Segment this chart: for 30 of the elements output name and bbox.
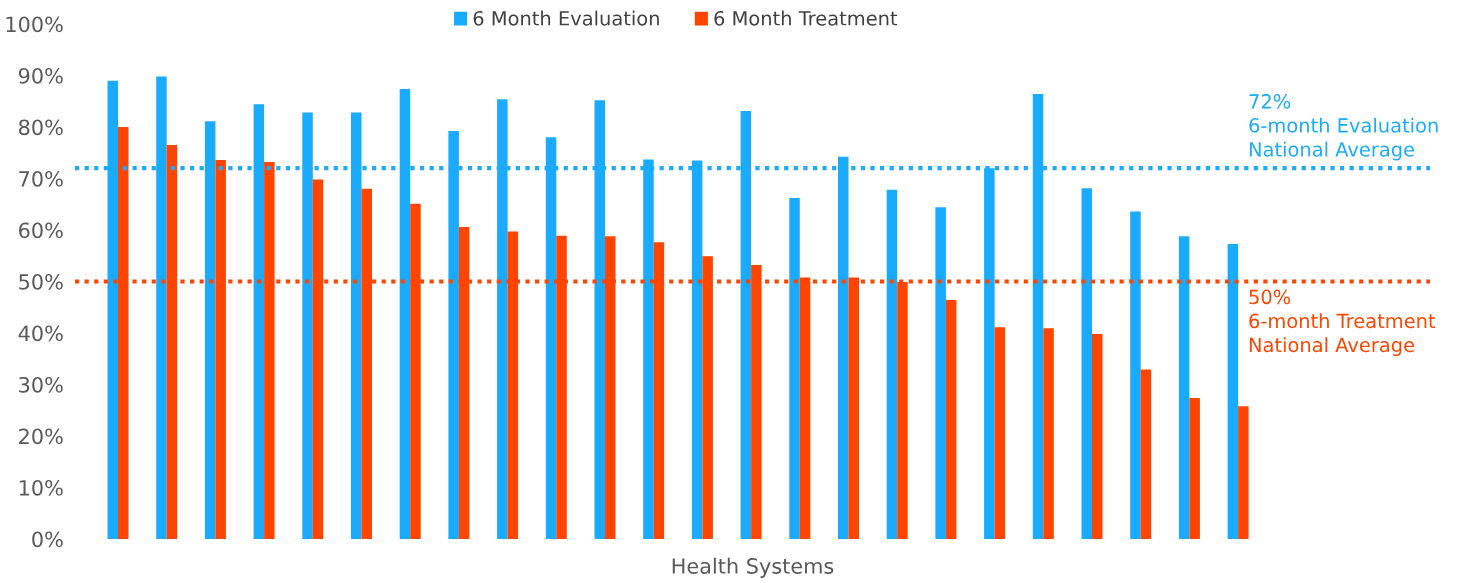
y-tick-label: 70% <box>19 170 63 187</box>
y-tick-label: 30% <box>19 376 63 393</box>
y-tick-label: 60% <box>19 222 63 239</box>
bar <box>1227 243 1239 539</box>
y-tick-label: 50% <box>19 273 63 290</box>
ref-line-label: 50% 6-month Treatment National Average <box>1249 289 1436 357</box>
bar <box>1189 397 1200 539</box>
legend-label: 6 Month Evaluation <box>473 10 659 26</box>
bar <box>994 327 1006 539</box>
y-tick-label: 0% <box>32 531 63 548</box>
bar <box>1140 369 1152 539</box>
y-tick-label: 20% <box>19 428 63 445</box>
y-tick-label: 90% <box>18 67 63 84</box>
y-tick-label: 100% <box>6 16 63 33</box>
bar <box>1043 328 1054 539</box>
bar <box>1130 211 1141 539</box>
bar <box>1092 334 1103 539</box>
bar <box>1238 406 1249 539</box>
bar <box>1178 236 1190 539</box>
y-tick-label: 10% <box>19 479 63 496</box>
ref-line-label: 72% 6-month Evaluation National Average <box>1249 94 1438 161</box>
y-tick-label: 40% <box>18 325 63 342</box>
bar <box>886 189 898 539</box>
legend-label: 6 Month Treatment <box>714 10 898 26</box>
x-axis-title: Health Systems <box>672 557 834 578</box>
bar <box>935 207 946 539</box>
bar <box>789 198 800 539</box>
bar <box>1081 188 1092 539</box>
bar <box>945 300 957 539</box>
y-tick-label: 80% <box>19 119 63 136</box>
